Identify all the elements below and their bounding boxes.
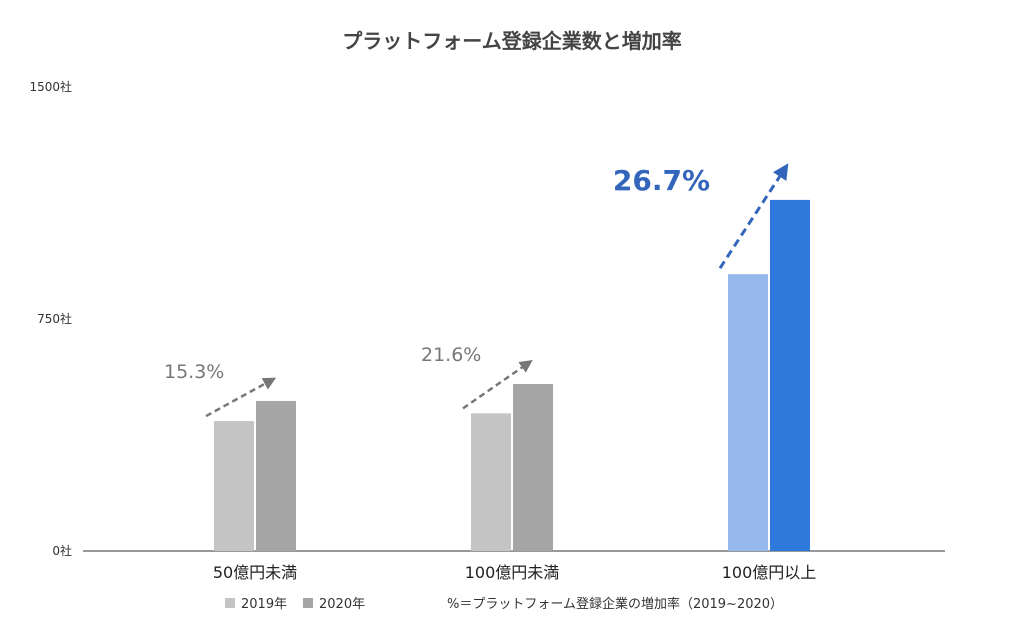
legend-label-2020: 2020年 (319, 597, 365, 612)
y-tick-label: 0社 (52, 543, 72, 558)
y-tick-label: 1500社 (29, 79, 72, 94)
bars-group (214, 199, 810, 551)
legend-label-2019: 2019年 (241, 597, 287, 612)
legend-swatch-2020 (303, 598, 313, 608)
x-axis-ticks: 50億円未満 100億円未満 100億円以上 (213, 563, 816, 582)
x-tick-label: 50億円未満 (213, 563, 297, 582)
bar-2020 (513, 383, 553, 551)
growth-rate-label: 15.3% (164, 361, 224, 383)
x-tick-label: 100億円未満 (465, 563, 560, 582)
chart-title: プラットフォーム登録企業数と増加率 (342, 29, 681, 53)
bar-2020 (770, 199, 810, 551)
bar-2019 (471, 413, 511, 551)
growth-rate-label: 21.6% (421, 344, 481, 366)
bar-2019 (728, 274, 768, 551)
legend: 2019年 2020年 %＝プラットフォーム登録企業の増加率（2019~2020… (225, 596, 783, 612)
growth-arrow (462, 359, 533, 410)
growth-rate-label: 26.7% (613, 164, 710, 197)
growth-arrows-group: 15.3% 21.6% 26.7% (164, 163, 789, 418)
y-axis-ticks: 0社 750社 1500社 (29, 79, 72, 558)
y-tick-label: 750社 (37, 311, 72, 326)
legend-swatch-2019 (225, 598, 235, 608)
growth-arrow (718, 163, 789, 269)
growth-arrow (205, 377, 277, 418)
bar-2019 (214, 421, 254, 551)
x-tick-label: 100億円以上 (722, 563, 817, 582)
legend-note: %＝プラットフォーム登録企業の増加率（2019~2020） (447, 596, 783, 612)
bar-2020 (256, 400, 296, 551)
